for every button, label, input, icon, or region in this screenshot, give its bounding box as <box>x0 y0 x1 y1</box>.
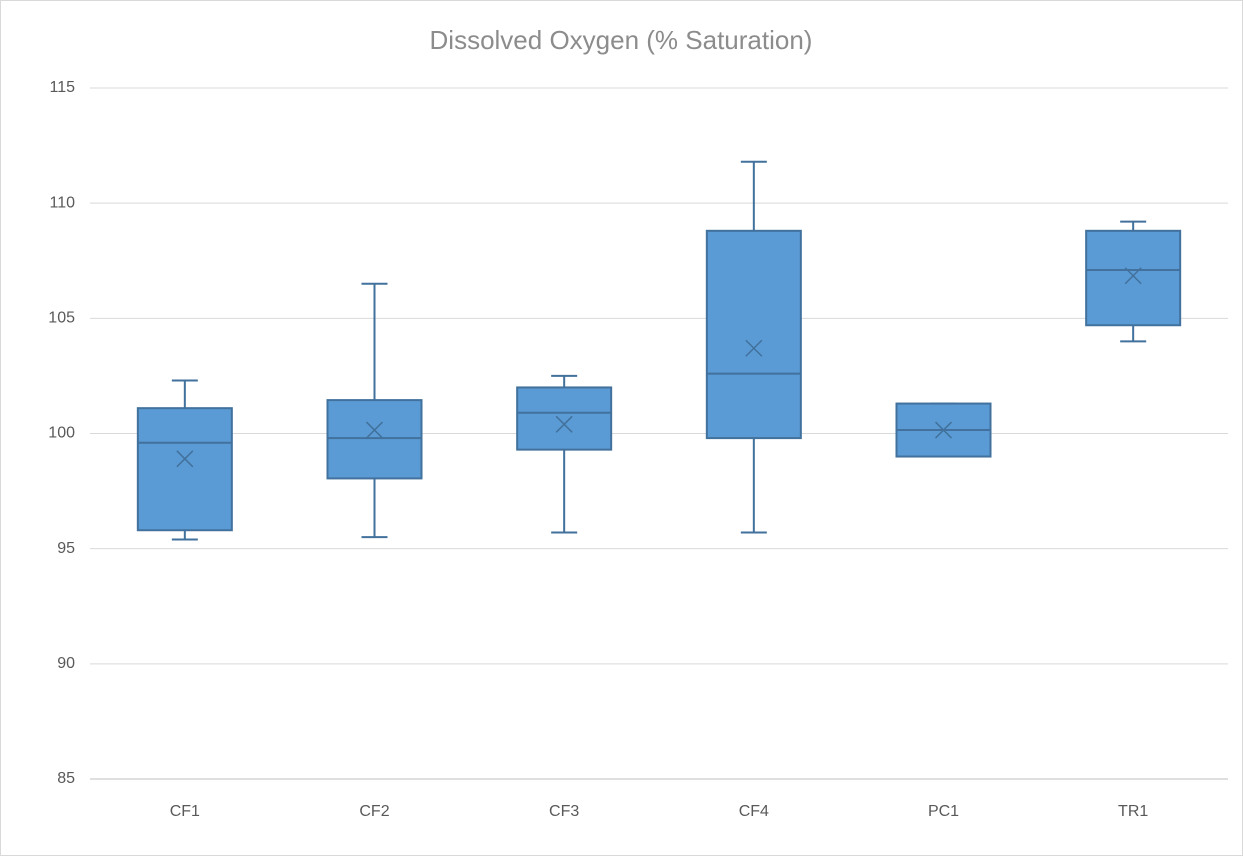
mean-marker <box>365 421 384 439</box>
y-tick-label: 100 <box>48 425 75 442</box>
y-tick-label: 105 <box>48 310 75 327</box>
y-tick-label: 95 <box>57 540 75 557</box>
box <box>1085 229 1182 327</box>
x-tick-label: CF3 <box>549 803 579 820</box>
y-tick-label: 85 <box>57 770 75 787</box>
mean-marker <box>745 339 763 357</box>
box <box>136 407 233 532</box>
y-tick-label: 115 <box>49 79 75 96</box>
x-tick-label: CF2 <box>359 803 389 820</box>
chart-title: Dissolved Oxygen (% Saturation) <box>430 25 813 55</box>
x-tick-label: CF1 <box>170 803 200 820</box>
x-tick-label: TR1 <box>1118 803 1148 820</box>
x-tick-label: PC1 <box>928 803 959 820</box>
mean-marker <box>934 421 953 439</box>
box <box>516 386 613 451</box>
mean-marker <box>1124 267 1142 285</box>
x-tick-label: CF4 <box>739 803 769 820</box>
mean-marker <box>176 450 194 468</box>
box <box>326 399 423 480</box>
mean-marker <box>555 415 573 433</box>
box <box>705 229 802 440</box>
y-tick-label: 110 <box>49 194 75 211</box>
y-tick-label: 90 <box>57 655 75 672</box>
